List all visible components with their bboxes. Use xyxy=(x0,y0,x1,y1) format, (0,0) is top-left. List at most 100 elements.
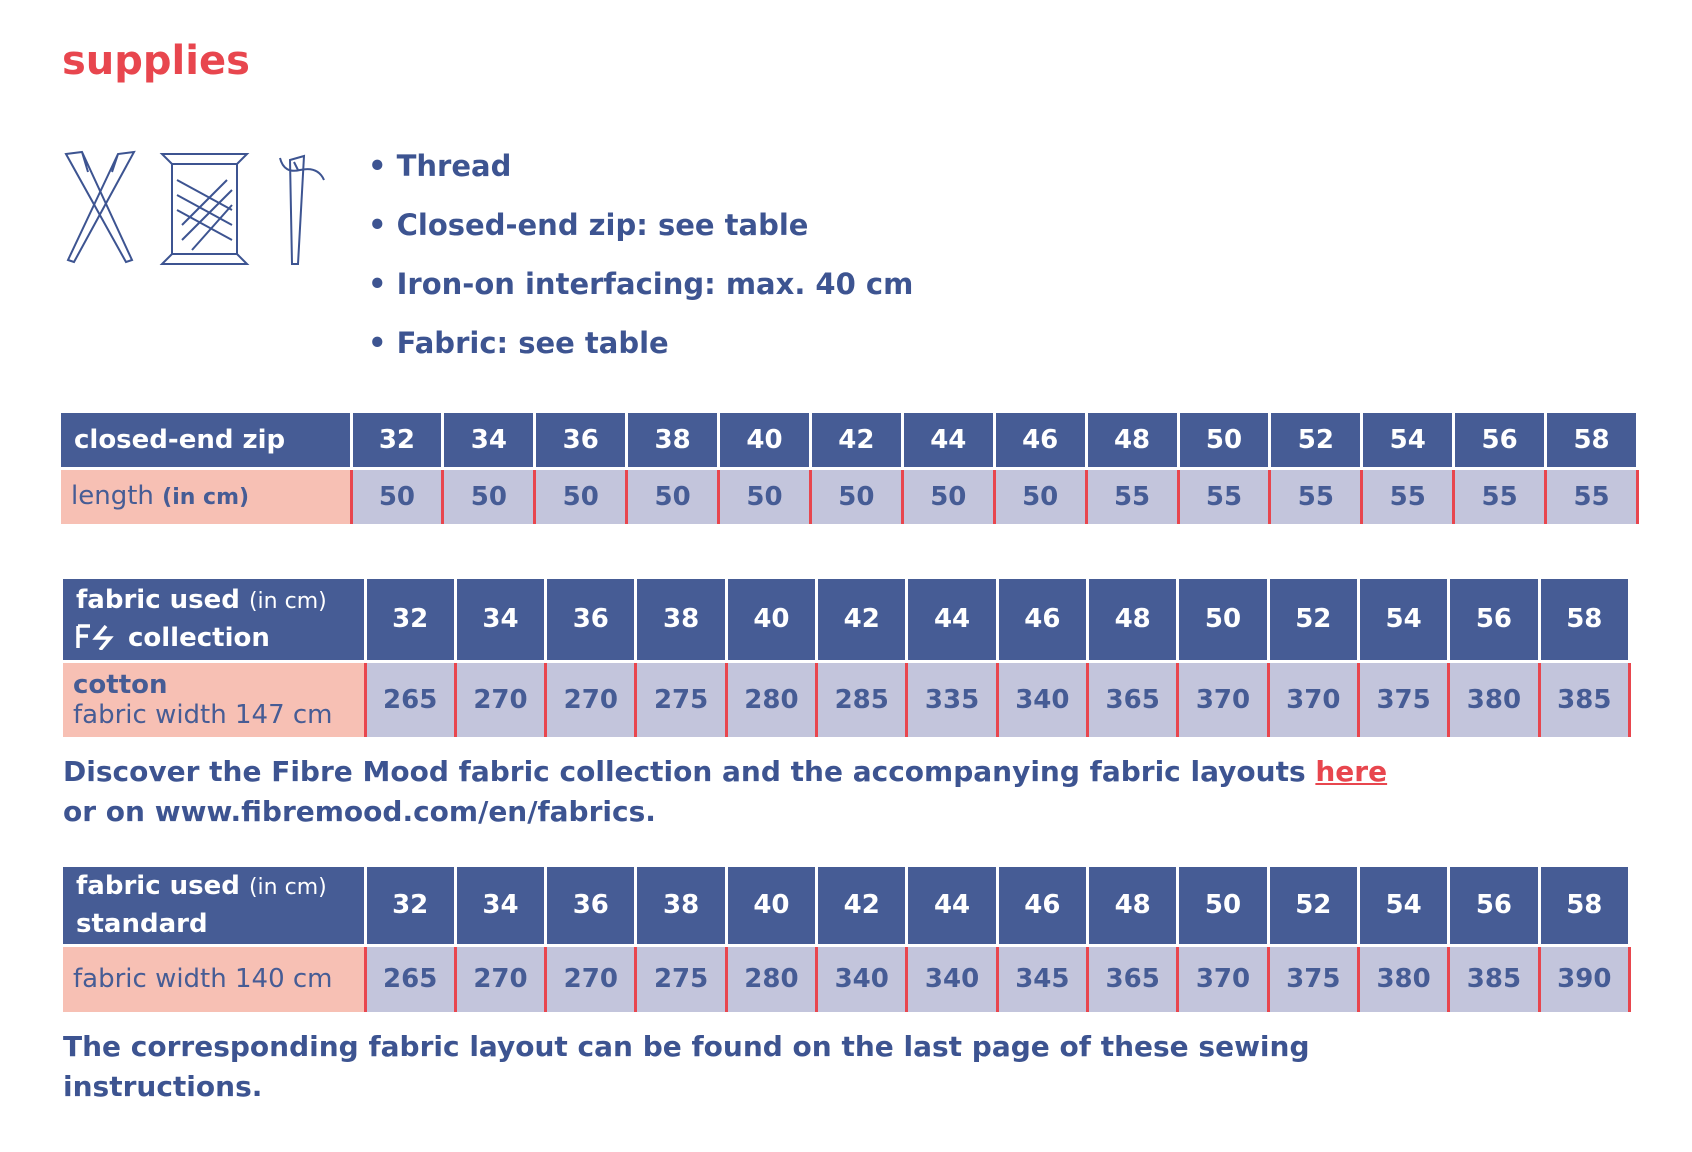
header-row: fabric used (in cm) standard 32 34 36 38 40 42 4… xyxy=(63,867,1632,947)
size: 32 xyxy=(351,413,445,470)
label: fabric used xyxy=(76,871,240,902)
value: 370 xyxy=(1177,945,1270,1012)
value: 55 xyxy=(1361,468,1456,524)
unit: (in cm) xyxy=(248,875,327,901)
value: 370 xyxy=(1268,661,1360,737)
size: 38 xyxy=(626,413,721,470)
supply-item: • Thread xyxy=(368,149,512,183)
size: 50 xyxy=(1178,413,1272,470)
value: 265 xyxy=(365,661,457,737)
size: 38 xyxy=(635,579,728,663)
size: 38 xyxy=(635,867,728,947)
size-table: closed-end zip 32 34 36 38 40 42 44 46 48 50 52 54 56… xyxy=(61,413,1639,524)
value: 380 xyxy=(1448,661,1541,737)
size: 58 xyxy=(1539,867,1632,947)
size: 40 xyxy=(726,579,819,663)
size: 56 xyxy=(1448,579,1541,663)
note-text: Discover the Fibre Mood fabric collectio… xyxy=(63,755,1316,788)
value: 370 xyxy=(1177,661,1270,737)
value: 275 xyxy=(635,661,728,737)
value: 270 xyxy=(545,661,638,737)
row-label: cotton fabric width 147 cm xyxy=(63,661,367,737)
size: 44 xyxy=(906,579,999,663)
size: 32 xyxy=(365,867,457,947)
size: 32 xyxy=(365,579,457,663)
value: 285 xyxy=(816,661,909,737)
value: 50 xyxy=(626,468,721,524)
size: 34 xyxy=(455,579,548,663)
header-label: fabric used (in cm) collection xyxy=(63,579,367,663)
value: 385 xyxy=(1448,945,1541,1012)
header-row: fabric used (in cm) collection 32 34 36 38 40 4… xyxy=(63,579,1632,663)
value: 365 xyxy=(1087,661,1180,737)
unit: (in cm) xyxy=(162,484,250,510)
size: 48 xyxy=(1087,579,1180,663)
note: Discover the Fibre Mood fabric collectio… xyxy=(63,752,1463,832)
value-row: length (in cm) 50 50 50 50 50 50 50 50 55 55 55 55 55… xyxy=(61,468,1639,524)
value: 50 xyxy=(534,468,629,524)
value: 55 xyxy=(1086,468,1180,524)
value: 50 xyxy=(902,468,996,524)
label: standard xyxy=(76,909,208,940)
label: length xyxy=(71,480,154,511)
supply-item: • Iron-on interfacing: max. 40 cm xyxy=(368,267,914,301)
value: 50 xyxy=(718,468,812,524)
size: 34 xyxy=(442,413,537,470)
label: fabric width 140 cm xyxy=(73,964,333,995)
value: 265 xyxy=(365,945,457,1012)
logo xyxy=(76,624,114,652)
note-text: or on www.fibremood.com/en/fabrics. xyxy=(63,795,656,828)
value: 385 xyxy=(1539,661,1632,737)
header-row: closed-end zip 32 34 36 38 40 42 44 46 48 50 52 54 56… xyxy=(61,413,1639,470)
note: The corresponding fabric layout can be f… xyxy=(63,1030,1310,1103)
size: 54 xyxy=(1358,579,1451,663)
value: 275 xyxy=(635,945,728,1012)
size: 56 xyxy=(1448,867,1541,947)
header-label: fabric used (in cm) standard xyxy=(63,867,367,947)
size: 58 xyxy=(1539,579,1632,663)
label: fabric width 147 cm xyxy=(73,699,333,730)
value: 270 xyxy=(545,945,638,1012)
supply-item: • Fabric: see table xyxy=(368,326,669,360)
supplies-list: • Thread • Closed-end zip: see table • Iro… xyxy=(368,146,913,382)
size: 58 xyxy=(1545,413,1639,470)
size: 46 xyxy=(997,867,1090,947)
size: 48 xyxy=(1086,413,1180,470)
value: 50 xyxy=(351,468,445,524)
size: 36 xyxy=(534,413,629,470)
value: 50 xyxy=(442,468,537,524)
header-label: closed-end zip xyxy=(61,413,353,470)
size: 42 xyxy=(816,579,909,663)
value-row: fabric width 140 cm 265 270 270 275 280 340 340… xyxy=(63,945,1632,1012)
value: 375 xyxy=(1268,945,1360,1012)
value: 375 xyxy=(1358,661,1451,737)
value: 55 xyxy=(1178,468,1272,524)
value: 50 xyxy=(810,468,904,524)
value: 55 xyxy=(1269,468,1364,524)
value: 390 xyxy=(1539,945,1632,1012)
label: cotton xyxy=(73,669,168,700)
size: 40 xyxy=(718,413,812,470)
value: 335 xyxy=(906,661,999,737)
value: 270 xyxy=(455,945,548,1012)
value: 270 xyxy=(455,661,548,737)
size: 52 xyxy=(1269,413,1364,470)
supply-icons xyxy=(64,150,325,265)
value: 345 xyxy=(997,945,1090,1012)
size: 56 xyxy=(1453,413,1548,470)
value: 340 xyxy=(997,661,1090,737)
size: 46 xyxy=(994,413,1088,470)
link[interactable]: here xyxy=(1315,755,1388,788)
value-row: cotton fabric width 147 cm 265 270 270 275 280… xyxy=(63,661,1632,737)
size: 54 xyxy=(1361,413,1456,470)
size: 42 xyxy=(816,867,909,947)
label: collection xyxy=(128,623,270,654)
size: 54 xyxy=(1358,867,1451,947)
value: 55 xyxy=(1545,468,1639,524)
size: 48 xyxy=(1087,867,1180,947)
supply-item: • Closed-end zip: see table xyxy=(368,208,809,242)
label: closed-end zip xyxy=(74,424,286,455)
unit: (in cm) xyxy=(248,589,327,615)
title: supplies xyxy=(62,38,250,84)
